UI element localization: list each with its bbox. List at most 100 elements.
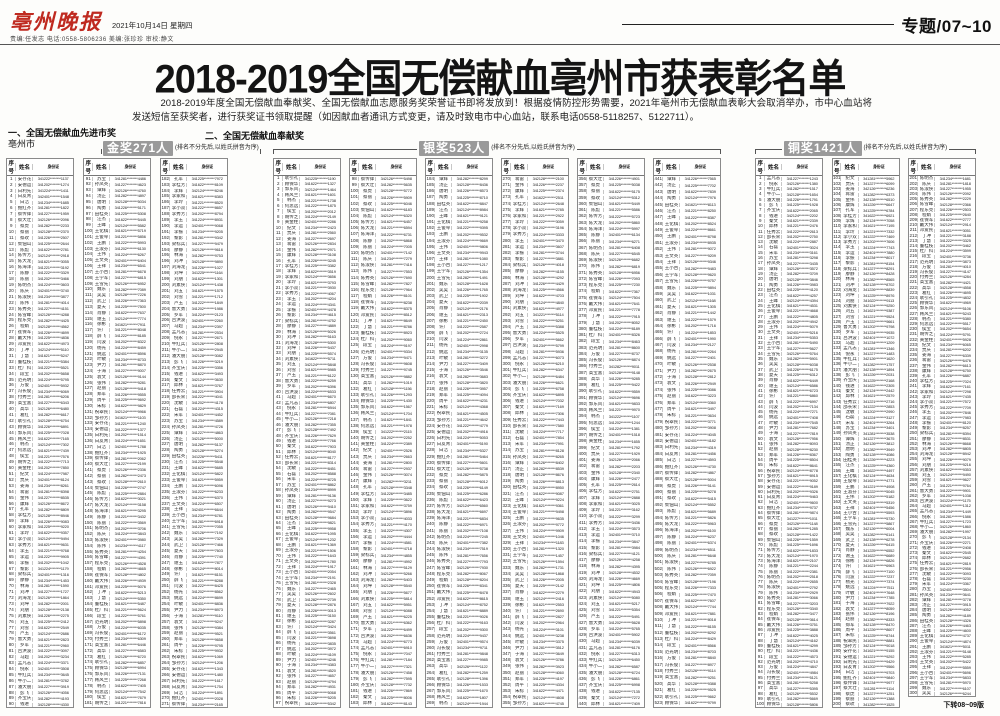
name-cell: 朱标 <box>765 463 783 468</box>
serial-cell: 431 <box>578 645 587 650</box>
name-cell: 邱林 <box>587 702 605 707</box>
table-row: 186 李玲 341221********8520 <box>161 200 227 206</box>
name-cell: 陈伟 <box>663 567 681 572</box>
id-cell: 341225********6312 <box>782 373 822 377</box>
serial-cell: 227 <box>426 442 435 447</box>
name-cell: 谢玉 <box>283 614 301 619</box>
id-cell: 342124********2176 <box>452 307 492 311</box>
table-row: 248 程东亮 341282********8067 <box>426 571 492 577</box>
serial-cell: 462 <box>654 311 663 316</box>
id-cell: 341621********8113 <box>680 203 720 207</box>
id-cell: 342128********6956 <box>604 271 644 275</box>
column-header: 身份证 <box>528 164 568 170</box>
id-cell: 341225********9422 <box>604 383 644 387</box>
id-cell: 342126********2808 <box>187 342 227 346</box>
serial-cell: 394 <box>578 414 587 419</box>
serial-cell: 22 <box>275 291 281 296</box>
table-header-row: 序号 姓名 身份证 <box>161 159 227 176</box>
id-cell: 341224********2861 <box>452 338 492 342</box>
serial-cell: 371 <box>578 270 587 275</box>
id-cell: 341281********3538 <box>859 432 899 436</box>
table-row: 28 廖静 341227********4889 <box>274 324 340 329</box>
id-cell: 342124********1704 <box>376 412 416 416</box>
name-cell: 白友青 <box>170 685 188 690</box>
id-cell: 341621********8383 <box>187 195 227 199</box>
name-cell: 韩杰 <box>359 418 377 423</box>
name-cell: 崔保军 <box>359 300 377 305</box>
name-cell: 陈丽 <box>93 521 111 526</box>
serial-cell: 465 <box>654 330 663 335</box>
serial-cell: 90 <box>757 649 763 654</box>
id-cell: 341222********8387 <box>680 216 720 220</box>
table-row: 20 唐明 342128********3846 <box>756 277 822 282</box>
name-cell: 汤正 <box>841 442 859 447</box>
table-row: 98 汪杰 341622********5445 <box>84 217 150 223</box>
id-cell: 342401********1518 <box>604 433 644 437</box>
id-cell: 341227********6073 <box>528 356 568 360</box>
table-row: 247 李运 341224********7983 <box>909 415 975 420</box>
id-cell: 341281********9342 <box>187 236 227 240</box>
table-row: 375 崔保军 342124********7504 <box>578 295 644 301</box>
award-header-gold: 金奖271人 (排名不分先后,以姓氏拼音为序) <box>6 141 261 158</box>
table-row: 80 罗军 341221********2960 <box>7 643 73 649</box>
serial-cell: 192 <box>833 659 841 664</box>
serial-cell: 506 <box>654 592 663 597</box>
table-row: 330 王小古 341281********1320 <box>502 546 568 552</box>
serial-cell: 229 <box>161 454 170 459</box>
serial-cell: 328 <box>502 534 511 539</box>
serial-cell: 81 <box>757 601 763 606</box>
name-cell: 王淑芬 <box>170 490 188 495</box>
id-cell: 341622********2549 <box>33 626 73 630</box>
table-row: 133 安存花 341221********1240 <box>84 421 150 427</box>
name-cell: 谢玉 <box>765 384 783 389</box>
id-cell: 341622********5951 <box>376 603 416 607</box>
serial-cell: 266 <box>909 514 918 519</box>
id-cell: 341282********9281 <box>110 381 150 385</box>
table-row: 188 祝翠民 341622********8881 <box>833 638 899 643</box>
id-cell: 341281********4520 <box>300 669 340 673</box>
table-row: 166 王雪先 341227********5867 <box>833 521 899 526</box>
serial-cell: 128 <box>833 319 841 324</box>
id-cell: 341224********1853 <box>680 331 720 335</box>
id-cell: 341224********5997 <box>604 227 644 231</box>
name-cell: 程东亮 <box>663 586 681 591</box>
name-cell: 蔡丽 <box>765 527 783 532</box>
serial-cell: 87 <box>275 646 281 651</box>
column-header: 姓名 <box>841 163 859 171</box>
serial-cell: 97 <box>275 701 281 706</box>
serial-cell: 193 <box>161 241 170 246</box>
id-cell: 341282********1491 <box>452 276 492 280</box>
table-row: 11 任秀云 341222********2613 <box>756 229 822 234</box>
id-cell: 342126********5532 <box>782 692 822 696</box>
table-row: 282 李振 341281********3744 <box>502 250 568 256</box>
id-cell: 342124********4874 <box>935 640 975 644</box>
id-cell: 341221********8048 <box>110 328 150 332</box>
id-cell: 341622********4969 <box>935 301 975 305</box>
serial-cell: 29 <box>275 329 281 334</box>
table-row: 195 鲍红齐 342401********9840 <box>833 675 899 680</box>
table-row: 131 吕洪波 342401********1072 <box>833 335 899 340</box>
serial-cell: 449 <box>654 228 663 233</box>
award-note: (排名不分先后,以姓氏拼音为序) <box>863 145 948 151</box>
serial-cell: 102 <box>833 181 841 186</box>
name-cell: 丁慧 <box>765 639 783 644</box>
name-cell: 许广 <box>663 330 681 335</box>
name-cell: 刘冲 <box>587 571 605 576</box>
name-cell: 王化棋 <box>435 220 453 225</box>
table-row: 97 田桂英 341225********5308 <box>84 211 150 217</box>
serial-cell: 391 <box>578 395 587 400</box>
name-cell: 赵丽 <box>283 680 301 685</box>
id-cell: 342124********9224 <box>528 498 568 502</box>
name-cell: 韩风兰 <box>283 193 301 198</box>
column-header: 姓名 <box>918 163 936 171</box>
id-cell: 342401********3238 <box>528 634 568 638</box>
name-cell: 蔡传锋 <box>841 681 859 686</box>
id-cell: 342128********2366 <box>935 203 975 207</box>
name-cell: 肖静 <box>765 378 783 383</box>
table-row: 226 白利先 341224********5053 <box>426 435 492 441</box>
table-row: 333 魏东 341282********1731 <box>502 565 568 571</box>
